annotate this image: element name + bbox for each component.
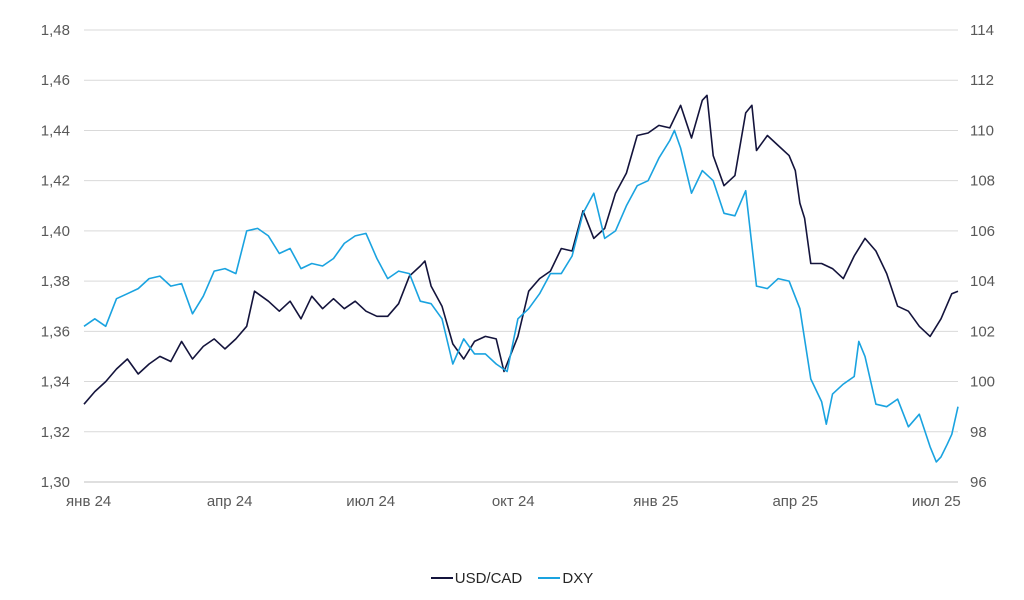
right-y-tick-label: 110 [970,122,994,139]
x-tick-label: июл 25 [912,493,961,510]
right-y-tick-label: 108 [970,173,995,190]
right-y-tick-label: 112 [970,72,994,89]
right-y-axis: 96 98 100 102 104 106 108 110 112 114 [970,22,995,491]
left-y-tick-label: 1,44 [41,122,70,139]
series-lines [83,94,959,463]
x-tick-label: янв 24 [66,493,111,510]
left-y-tick-label: 1,32 [41,424,70,441]
left-y-tick-label: 1,34 [41,374,70,391]
left-y-tick-label: 1,40 [41,223,70,240]
line-chart: 1,30 1,32 1,34 1,36 1,38 1,40 1,42 1,44 1,46 1,48… [41,22,995,510]
x-tick-label: апр 24 [207,493,253,510]
right-y-tick-label: 104 [970,273,995,290]
left-y-tick-label: 1,38 [41,273,70,290]
left-y-tick-label: 1,46 [41,72,70,89]
left-y-tick-label: 1,48 [41,22,70,39]
x-tick-label: апр 25 [772,493,818,510]
x-axis: янв 24 апр 24 июл 24 окт 24 янв 25 апр 25 июл … [66,481,961,510]
right-y-tick-label: 102 [970,323,995,340]
legend-item-usd-cad: USD/CAD [430,569,523,587]
legend: USD/CAD DXY [0,566,1024,587]
gridlines [84,29,958,433]
series-line-dxy [83,129,959,463]
legend-swatch-dxy [538,577,561,579]
left-y-tick-label: 1,30 [41,474,70,491]
x-tick-label: янв 25 [633,493,678,510]
left-y-tick-label: 1,42 [41,173,70,190]
series-line-usd-cad [83,94,959,405]
left-y-tick-label: 1,36 [41,323,70,340]
legend-item-dxy: DXY [538,570,593,587]
right-y-tick-label: 96 [970,474,987,491]
left-y-axis: 1,30 1,32 1,34 1,36 1,38 1,40 1,42 1,44 1,46 1,48 [41,22,70,491]
x-tick-label: июл 24 [346,493,395,510]
legend-label-dxy: DXY [562,569,594,587]
legend-swatch-usd-cad [430,577,453,579]
right-y-tick-label: 114 [970,22,994,39]
right-y-tick-label: 106 [970,223,995,240]
right-y-tick-label: 100 [970,374,995,391]
x-tick-label: окт 24 [492,493,535,510]
right-y-tick-label: 98 [970,424,987,441]
legend-label-usd-cad: USD/CAD [454,569,523,587]
